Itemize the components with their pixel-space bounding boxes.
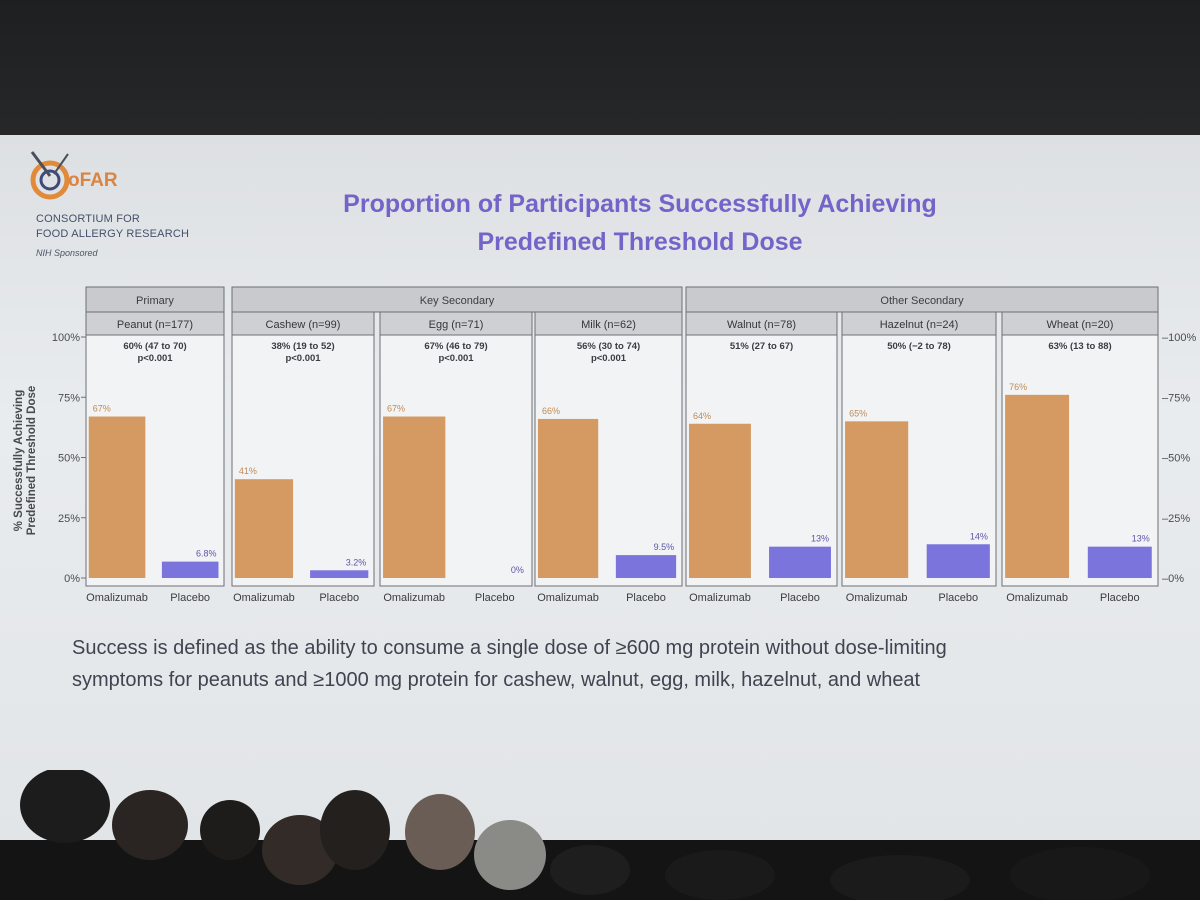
org-name-line1: CONSORTIUM FOR (36, 213, 141, 225)
difference-ci: 51% (27 to 67) (730, 341, 793, 352)
difference-ci: 67% (46 to 79) (424, 341, 487, 352)
p-value: p<0.001 (438, 353, 474, 364)
x-tick-label: Omalizumab (689, 592, 751, 604)
slide-title-line1: Proportion of Participants Successfully … (343, 190, 937, 218)
bar-value-label: 41% (239, 466, 257, 476)
audience-silhouettes (0, 770, 1200, 900)
placebo-bar (926, 544, 990, 578)
slide-title-line2: Predefined Threshold Dose (477, 228, 803, 256)
x-tick-label: Omalizumab (537, 592, 599, 604)
bar-value-label: 14% (970, 531, 988, 541)
bar-value-label: 67% (93, 404, 111, 414)
bar-value-label: 13% (1132, 534, 1150, 544)
x-tick-label: Omalizumab (233, 592, 295, 604)
bar-value-label: 0% (511, 565, 524, 575)
x-tick-label: Placebo (626, 592, 666, 604)
placebo-bar (769, 546, 831, 578)
panel-label: Egg (n=71) (429, 319, 484, 331)
placebo-bar (615, 555, 677, 578)
x-tick-label: Placebo (319, 592, 359, 604)
panel-label: Milk (n=62) (581, 319, 636, 331)
y-axis-title-line2: Predefined Threshold Dose (26, 386, 38, 536)
omalizumab-bar (689, 423, 751, 578)
difference-ci: 50% (−2 to 78) (887, 341, 951, 352)
difference-ci: 63% (13 to 88) (1048, 341, 1111, 352)
group-header-box (685, 286, 1159, 313)
x-tick-label: Placebo (938, 592, 978, 604)
x-tick-label: Placebo (170, 592, 210, 604)
logo-text: oFAR (68, 170, 118, 191)
placebo-bar (310, 570, 369, 578)
bar-value-label: 6.8% (196, 549, 217, 559)
p-value: p<0.001 (591, 353, 627, 364)
group-header-label: Key Secondary (420, 295, 495, 307)
difference-ci: 60% (47 to 70) (123, 341, 186, 352)
sponsor-text: NIH Sponsored (36, 248, 98, 258)
omalizumab-bar (537, 418, 599, 578)
cofar-logo: oFAR (28, 146, 188, 266)
omalizumab-bar (234, 479, 294, 578)
bar-value-label: 65% (849, 408, 867, 418)
omalizumab-bar (1005, 394, 1070, 578)
y-tick-label-right: –50% (1162, 453, 1190, 465)
bar-value-label: 9.5% (654, 542, 675, 552)
x-tick-label: Placebo (780, 592, 820, 604)
panel-label: Hazelnut (n=24) (880, 319, 959, 331)
room-ceiling (0, 0, 1200, 140)
y-tick-label-left: 50% (58, 453, 80, 465)
group-header-label: Primary (136, 295, 174, 307)
y-tick-label-right: –75% (1162, 392, 1190, 404)
bar-value-label: 13% (811, 534, 829, 544)
x-tick-label: Placebo (1100, 592, 1140, 604)
y-tick-label-right: –25% (1162, 513, 1190, 525)
cofar-logo-icon (30, 151, 70, 200)
group-header-label: Other Secondary (880, 295, 964, 307)
footnote-line2: symptoms for peanuts and ≥1000 mg protei… (72, 669, 921, 691)
panel-label: Wheat (n=20) (1047, 319, 1114, 331)
x-tick-label: Placebo (475, 592, 515, 604)
y-tick-label-left: 25% (58, 513, 80, 525)
placebo-bar (161, 561, 219, 578)
bar-value-label: 76% (1009, 382, 1027, 392)
p-value: p<0.001 (137, 353, 173, 364)
x-tick-label: Omalizumab (86, 592, 148, 604)
y-tick-label-right: –100% (1162, 332, 1196, 344)
footnote-line1: Success is defined as the ability to con… (72, 637, 947, 659)
org-name-line2: FOOD ALLERGY RESEARCH (36, 228, 190, 240)
panel-label: Cashew (n=99) (266, 319, 341, 331)
y-tick-label-right: –0% (1162, 573, 1184, 585)
y-axis-title-line1: % Successfully Achieving (13, 390, 25, 531)
p-value: p<0.001 (285, 353, 321, 364)
omalizumab-bar (845, 421, 909, 578)
placebo-bar (1087, 546, 1152, 578)
omalizumab-bar (383, 416, 446, 578)
bar-value-label: 67% (387, 404, 405, 414)
y-tick-label-left: 75% (58, 392, 80, 404)
bar-value-label: 3.2% (346, 557, 367, 567)
panel-label: Peanut (n=177) (117, 319, 193, 331)
x-tick-label: Omalizumab (1006, 592, 1068, 604)
y-tick-label-left: 0% (64, 573, 80, 585)
difference-ci: 56% (30 to 74) (577, 341, 640, 352)
panel-label: Walnut (n=78) (727, 319, 796, 331)
omalizumab-bar (88, 416, 146, 578)
x-tick-label: Omalizumab (383, 592, 445, 604)
bar-value-label: 64% (693, 411, 711, 421)
bar-chart: Primary Key Secondary Other Secondary Peanu… (13, 286, 1196, 604)
bar-value-label: 66% (542, 406, 560, 416)
y-tick-label-left: 100% (52, 332, 80, 344)
difference-ci: 38% (19 to 52) (271, 341, 334, 352)
x-tick-label: Omalizumab (846, 592, 908, 604)
